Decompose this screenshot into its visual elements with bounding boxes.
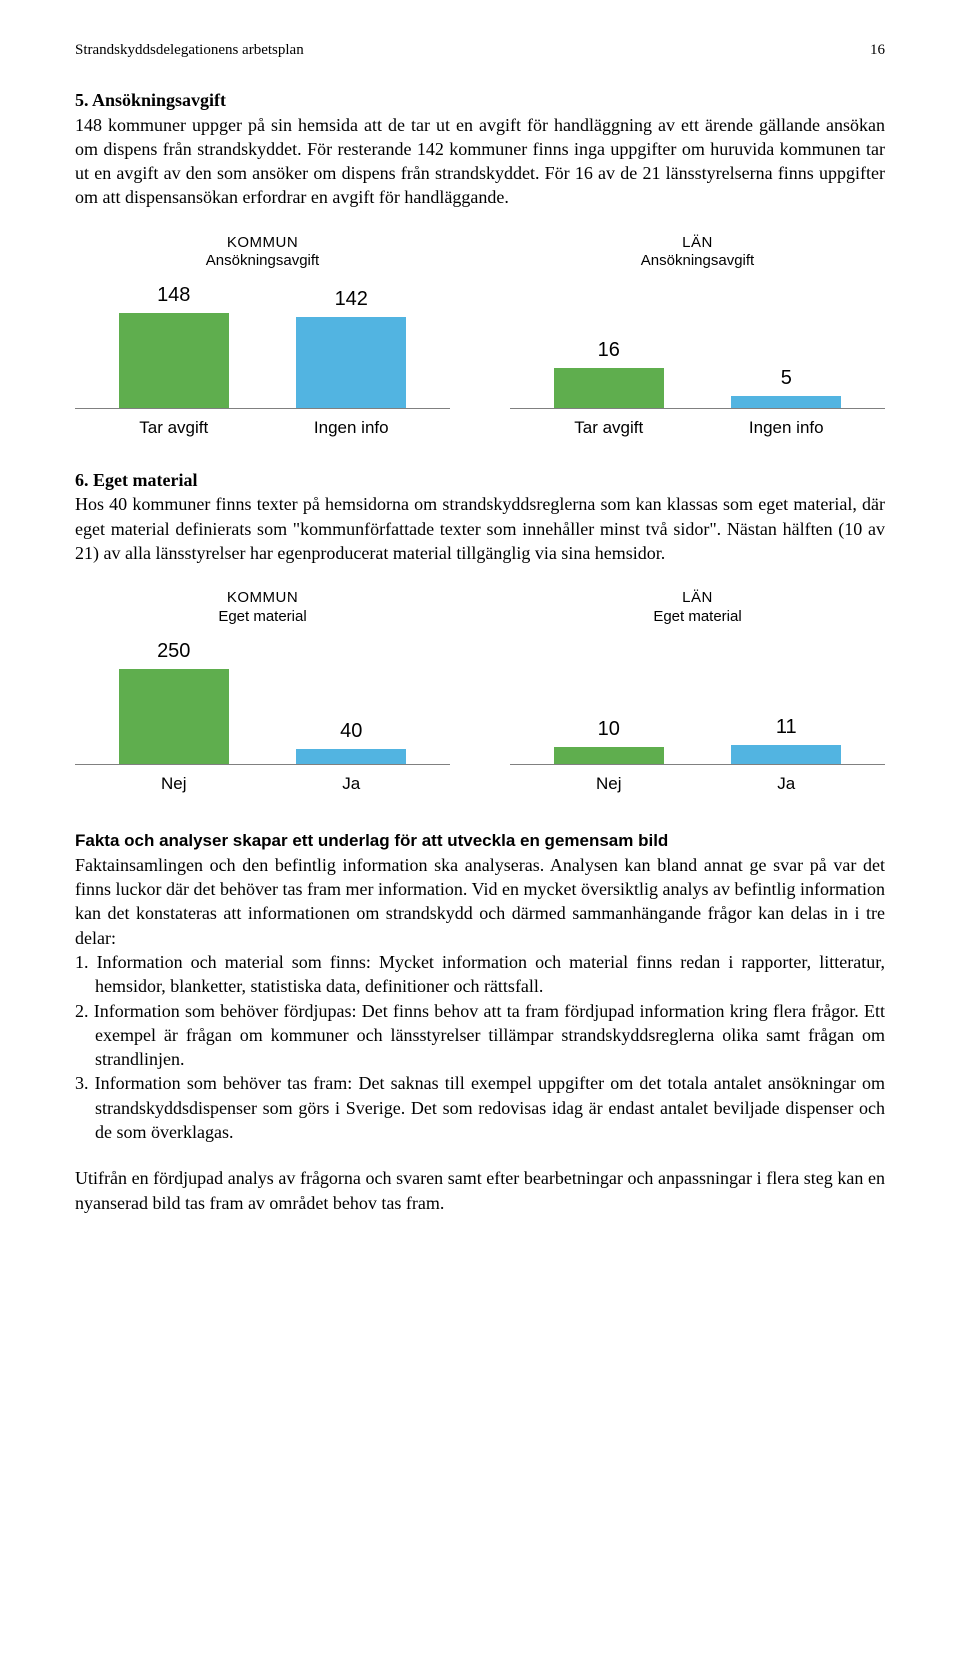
bar-value: 40 [340, 718, 362, 745]
bar-group: 148 [114, 282, 234, 408]
section-5-text: 148 kommuner uppger på sin hemsida att d… [75, 115, 885, 208]
list-number: 2. [75, 1001, 94, 1021]
axis-labels: Nej Ja [510, 765, 885, 796]
axis-label: Ja [291, 773, 411, 796]
bar-value: 148 [157, 282, 190, 309]
chart1-kommun: KOMMUNAnsökningsavgift 148 142 Tar avgift In… [75, 234, 450, 440]
chart-title-top: LÄN [510, 234, 885, 253]
analysis-subheading: Fakta och analyser skapar ett underlag f… [75, 830, 885, 853]
bar-rect [296, 749, 406, 764]
bar-rect [731, 396, 841, 408]
axis-label: Ingen info [726, 417, 846, 440]
chart-title-top: LÄN [510, 589, 885, 608]
bars-area: 10 11 [510, 635, 885, 765]
bar-value: 16 [598, 337, 620, 364]
list-item: 3. Information som behöver tas fram: Det… [75, 1071, 885, 1144]
list-number: 1. [75, 952, 97, 972]
section-6-text: Hos 40 kommuner finns texter på hemsidor… [75, 494, 885, 563]
bar-group: 10 [549, 716, 669, 764]
bar-rect [119, 669, 229, 764]
page-number: 16 [870, 40, 885, 60]
chart-title-bottom: Ansökningsavgift [510, 252, 885, 271]
chart2-lan: LÄNEget material 10 11 Nej Ja [510, 589, 885, 795]
bar-value: 250 [157, 638, 190, 665]
chart-title: KOMMUNEget material [75, 589, 450, 627]
chart-title: KOMMUNAnsökningsavgift [75, 234, 450, 272]
bars-area: 148 142 [75, 279, 450, 409]
chart-row-1: KOMMUNAnsökningsavgift148142Tar avgiftIn… [75, 234, 885, 440]
page-header: Strandskyddsdelegationens arbetsplan 16 [75, 40, 885, 60]
chart-title-top: KOMMUN [75, 589, 450, 608]
bar-group: 16 [549, 337, 669, 408]
bar-group: 142 [291, 286, 411, 408]
bar-value: 142 [335, 286, 368, 313]
bar-group: 11 [726, 714, 846, 764]
axis-label: Tar avgift [114, 417, 234, 440]
bar-value: 10 [598, 716, 620, 743]
list-text: Information som behöver fördjupas: Det f… [94, 1001, 885, 1070]
bar-rect [554, 368, 664, 408]
section-5: 5. Ansökningsavgift 148 kommuner uppger … [75, 88, 885, 209]
analysis-block: Fakta och analyser skapar ett underlag f… [75, 830, 885, 1145]
section-6: 6. Eget material Hos 40 kommuner finns t… [75, 468, 885, 565]
axis-label: Nej [549, 773, 669, 796]
bar-rect [296, 317, 406, 408]
bar-group: 5 [726, 365, 846, 408]
chart-title-top: KOMMUN [75, 234, 450, 253]
analysis-intro: Faktainsamlingen och den befintlig infor… [75, 853, 885, 950]
bar-value: 11 [776, 714, 797, 741]
bar-group: 250 [114, 638, 234, 764]
bars-area: 250 40 [75, 635, 450, 765]
axis-labels: Tar avgift Ingen info [510, 409, 885, 440]
bar-rect [119, 313, 229, 408]
chart-title-bottom: Eget material [75, 608, 450, 627]
list-text: Information som behöver tas fram: Det sa… [95, 1073, 885, 1142]
chart-title-bottom: Eget material [510, 608, 885, 627]
axis-label: Tar avgift [549, 417, 669, 440]
bars-area: 16 5 [510, 279, 885, 409]
chart1-lan: LÄNAnsökningsavgift 16 5 Tar avgift Ingen in… [510, 234, 885, 440]
axis-label: Ingen info [291, 417, 411, 440]
axis-label: Ja [726, 773, 846, 796]
chart-title: LÄNEget material [510, 589, 885, 627]
chart2-kommun: KOMMUNEget material 250 40 Nej Ja [75, 589, 450, 795]
list-item: 2. Information som behöver fördjupas: De… [75, 999, 885, 1072]
axis-labels: Nej Ja [75, 765, 450, 796]
list-item: 1. Information och material som finns: M… [75, 950, 885, 999]
chart-row-2: KOMMUNEget material25040NejJa LÄNEget ma… [75, 589, 885, 795]
list-number: 3. [75, 1073, 95, 1093]
list-text: Information och material som finns: Myck… [95, 952, 885, 996]
chart-title-bottom: Ansökningsavgift [75, 252, 450, 271]
closing-paragraph: Utifrån en fördjupad analys av frågorna … [75, 1166, 885, 1215]
bar-value: 5 [781, 365, 792, 392]
axis-labels: Tar avgift Ingen info [75, 409, 450, 440]
bar-rect [731, 745, 841, 764]
bar-group: 40 [291, 718, 411, 764]
header-left: Strandskyddsdelegationens arbetsplan [75, 40, 304, 60]
analysis-list: 1. Information och material som finns: M… [75, 950, 885, 1144]
bar-rect [554, 747, 664, 764]
chart-title: LÄNAnsökningsavgift [510, 234, 885, 272]
section-6-heading: 6. Eget material [75, 470, 197, 490]
axis-label: Nej [114, 773, 234, 796]
section-5-heading: 5. Ansökningsavgift [75, 90, 226, 110]
